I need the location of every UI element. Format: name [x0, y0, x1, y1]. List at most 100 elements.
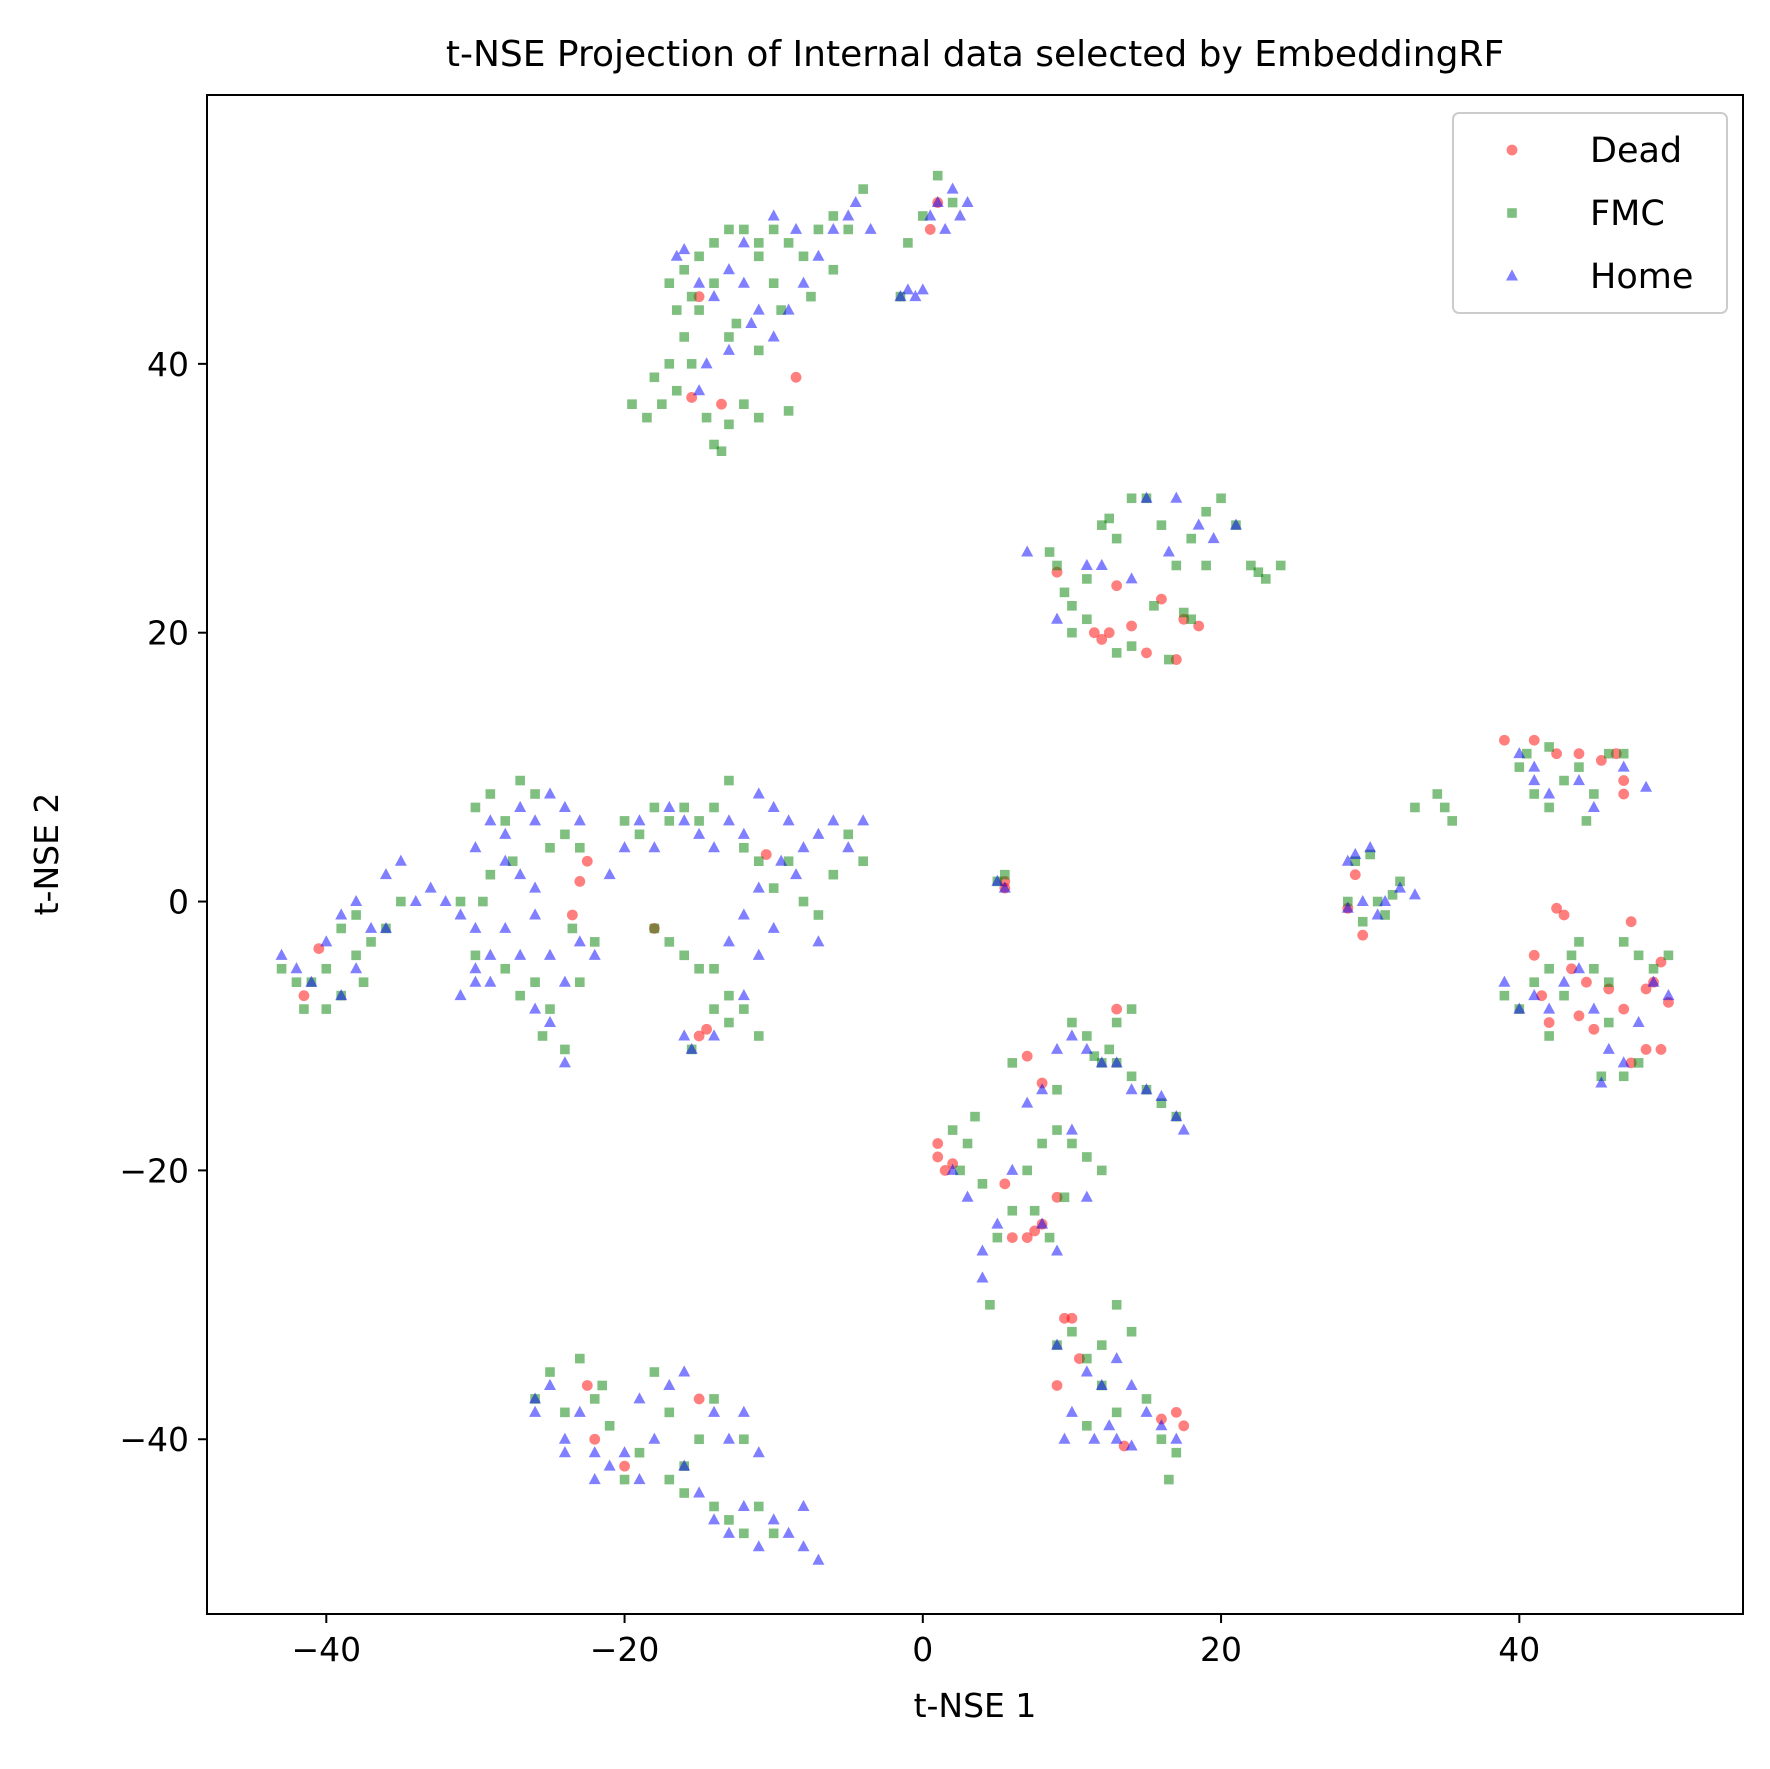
point-fmc [1111, 1407, 1122, 1418]
point-home [543, 1015, 556, 1028]
point-dead [1006, 1232, 1018, 1244]
point-fmc [634, 1447, 645, 1458]
point-home [752, 303, 765, 315]
point-fmc [1104, 1044, 1115, 1055]
point-home [1587, 800, 1600, 812]
point-fmc [530, 789, 540, 799]
point-home [1125, 1439, 1138, 1451]
point-fmc [709, 1394, 719, 1404]
point-home [1595, 1076, 1608, 1088]
point-home [499, 921, 512, 933]
x-tick-label: 20 [1200, 1630, 1242, 1669]
point-fmc [1357, 916, 1368, 927]
point-home [752, 948, 765, 960]
point-home [1513, 1002, 1526, 1014]
point-home [663, 1378, 676, 1390]
point-fmc [1410, 802, 1420, 813]
point-fmc [768, 883, 779, 893]
point-fmc [679, 332, 690, 342]
point-home [469, 962, 482, 974]
point-fmc [1275, 560, 1286, 571]
point-home [700, 357, 713, 369]
point-dead [716, 398, 727, 410]
point-dead [1543, 1017, 1555, 1028]
point-fmc [1648, 963, 1659, 974]
point-fmc [753, 856, 764, 867]
point-home [708, 1029, 721, 1041]
point-home [998, 881, 1011, 893]
point-home [797, 276, 810, 288]
point-home [1229, 518, 1242, 530]
point-dead [1103, 627, 1115, 639]
point-fmc [1618, 937, 1629, 947]
point-home [1036, 1217, 1049, 1229]
point-fmc [1082, 574, 1092, 584]
point-dead [1156, 1413, 1167, 1425]
point-fmc [1246, 560, 1256, 571]
point-fmc [739, 1434, 749, 1445]
legend-marker-home [1506, 269, 1518, 281]
point-fmc [627, 399, 637, 409]
legend: Dead FMC Home [1452, 112, 1728, 314]
point-home [409, 894, 422, 907]
point-home [1528, 989, 1541, 1001]
point-home [722, 263, 735, 275]
point-fmc [1253, 567, 1264, 578]
point-fmc [1156, 1098, 1167, 1108]
point-fmc [657, 399, 667, 409]
point-dead [1141, 647, 1152, 659]
point-home [752, 1446, 765, 1458]
point-fmc [783, 856, 794, 867]
point-fmc [1574, 937, 1584, 947]
point-fmc [694, 963, 704, 974]
point-dead [999, 1178, 1011, 1190]
point-fmc [500, 963, 511, 974]
point-home [350, 894, 363, 907]
point-home [514, 868, 527, 880]
point-fmc [664, 1407, 675, 1418]
point-home [394, 854, 407, 866]
point-home [1140, 1083, 1153, 1095]
series-home [275, 182, 1675, 1565]
point-home [633, 1472, 646, 1485]
point-home [558, 975, 571, 987]
y-tick-label: 40 [147, 345, 189, 384]
point-home [1170, 1110, 1183, 1122]
point-home [1371, 908, 1384, 920]
point-home [1349, 847, 1362, 859]
point-home [991, 874, 1004, 886]
point-home [782, 814, 795, 826]
point-home [1558, 975, 1571, 987]
point-fmc [470, 802, 481, 813]
point-home [529, 881, 542, 893]
point-fmc [1663, 950, 1674, 961]
point-fmc [739, 842, 749, 853]
point-home [693, 276, 706, 288]
point-dead [1178, 1420, 1190, 1432]
point-fmc [545, 1004, 555, 1014]
point-home [991, 1217, 1004, 1229]
point-fmc [321, 1004, 332, 1014]
point-home [573, 814, 586, 826]
point-fmc [1365, 849, 1375, 860]
point-fmc [709, 238, 719, 248]
point-home [708, 1513, 721, 1525]
point-home [722, 1526, 735, 1538]
point-home [790, 868, 803, 880]
point-fmc [575, 842, 585, 853]
point-home [1513, 747, 1526, 759]
point-fmc [537, 1031, 548, 1041]
point-home [1640, 780, 1653, 792]
point-fmc [992, 1232, 1003, 1243]
point-home [737, 989, 750, 1001]
point-home [954, 209, 967, 221]
point-home [1095, 1378, 1108, 1390]
point-fmc [694, 251, 704, 262]
point-fmc [1350, 856, 1361, 867]
point-home [1528, 760, 1541, 772]
point-home [1058, 1432, 1071, 1444]
point-fmc [1111, 1017, 1122, 1028]
point-fmc [1171, 1447, 1182, 1458]
point-home [894, 290, 907, 302]
point-fmc [724, 332, 734, 342]
